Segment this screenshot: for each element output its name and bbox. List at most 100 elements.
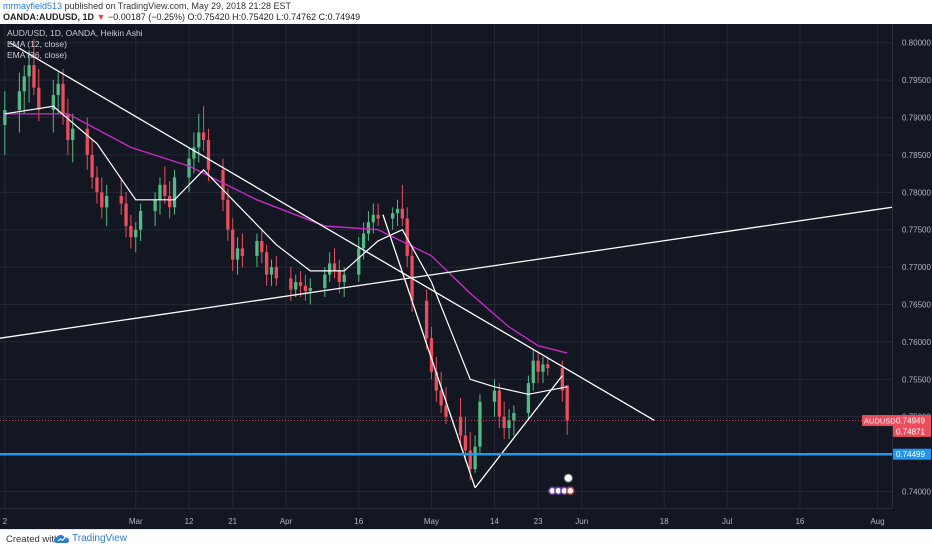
candle-bear[interactable] bbox=[124, 203, 128, 226]
candle-bear[interactable] bbox=[424, 300, 429, 339]
candle-bull[interactable] bbox=[235, 248, 240, 260]
candle-bull[interactable] bbox=[51, 95, 55, 111]
ema36-line[interactable] bbox=[4, 113, 568, 354]
candle-bull[interactable] bbox=[323, 274, 327, 289]
candle-bear[interactable] bbox=[163, 184, 167, 197]
candle-bull[interactable] bbox=[492, 390, 497, 402]
candle-bull[interactable] bbox=[478, 401, 482, 447]
trendline[interactable] bbox=[0, 206, 893, 339]
legend-ema12[interactable]: EMA (12, close) bbox=[7, 39, 67, 49]
candle-bear[interactable] bbox=[240, 248, 245, 256]
candle-bear[interactable] bbox=[546, 364, 550, 369]
candle-bull[interactable] bbox=[22, 76, 26, 92]
candle-bear[interactable] bbox=[429, 338, 434, 372]
candle-bear[interactable] bbox=[85, 128, 89, 155]
trendline[interactable] bbox=[9, 42, 655, 422]
candle-bear[interactable] bbox=[565, 385, 569, 421]
price-chart[interactable]: 0.80000 0.79500 0.79000 0.78500 0.78000 0.775… bbox=[0, 24, 932, 529]
candle-bear[interactable] bbox=[129, 225, 133, 238]
candle-bull[interactable] bbox=[357, 248, 361, 275]
candle-bull[interactable] bbox=[342, 274, 346, 283]
candle-bull[interactable] bbox=[395, 208, 400, 214]
candle-bull[interactable] bbox=[328, 263, 332, 275]
candle-bull[interactable] bbox=[371, 214, 375, 223]
x-tick-label: Aug bbox=[870, 517, 884, 526]
candle-bear[interactable] bbox=[337, 270, 341, 283]
candle-bear[interactable] bbox=[32, 65, 36, 88]
candle-bear[interactable] bbox=[298, 282, 303, 286]
tradingview-brand-link[interactable]: TradingView bbox=[72, 533, 128, 544]
candle-bull[interactable] bbox=[269, 267, 274, 275]
candle-bull[interactable] bbox=[17, 91, 22, 111]
candle-bear[interactable] bbox=[444, 405, 448, 417]
candle-bull[interactable] bbox=[197, 132, 201, 148]
candle-bull[interactable] bbox=[512, 412, 516, 421]
candle-bear[interactable] bbox=[100, 192, 104, 208]
y-tick-label: 0.80000 bbox=[902, 39, 931, 48]
candle-bull[interactable] bbox=[172, 177, 177, 208]
author-link[interactable]: mrmayfield513 bbox=[3, 1, 63, 11]
candle-bull[interactable] bbox=[3, 110, 7, 125]
candle-bull[interactable] bbox=[366, 222, 371, 234]
legend-ema36[interactable]: EMA (36, close) bbox=[7, 50, 67, 60]
candle-bear[interactable] bbox=[90, 154, 94, 178]
candle-bull[interactable] bbox=[105, 196, 109, 208]
candle-bear[interactable] bbox=[226, 199, 230, 230]
candle-bear[interactable] bbox=[260, 240, 264, 253]
x-tick-label: Apr bbox=[280, 517, 293, 526]
candle-bear[interactable] bbox=[502, 416, 506, 428]
candle-bull[interactable] bbox=[187, 158, 191, 178]
candle-bear[interactable] bbox=[463, 435, 468, 451]
candle-bear[interactable] bbox=[434, 371, 438, 391]
ema12-line[interactable] bbox=[4, 105, 568, 395]
candle-bull[interactable] bbox=[158, 184, 162, 200]
candle-bull[interactable] bbox=[134, 229, 138, 238]
candle-bull[interactable] bbox=[391, 213, 395, 219]
candle-bull[interactable] bbox=[56, 83, 60, 96]
event-marker-icon[interactable] bbox=[563, 473, 573, 483]
candle-bull[interactable] bbox=[541, 364, 545, 372]
candle-bear[interactable] bbox=[332, 263, 337, 271]
candle-bear[interactable] bbox=[264, 252, 269, 275]
earnings-marker-icon[interactable] bbox=[566, 486, 575, 496]
trendline[interactable] bbox=[382, 214, 476, 489]
candle-bear[interactable] bbox=[497, 390, 501, 417]
candle-bull[interactable] bbox=[27, 65, 31, 77]
candle-bull[interactable] bbox=[138, 211, 143, 230]
candle-bear[interactable] bbox=[206, 139, 211, 170]
candle-bear[interactable] bbox=[119, 196, 123, 204]
candle-bull[interactable] bbox=[255, 240, 259, 256]
candle-bear[interactable] bbox=[560, 368, 564, 391]
candle-bear[interactable] bbox=[274, 267, 278, 279]
candle-bear[interactable] bbox=[95, 177, 99, 193]
candle-bear[interactable] bbox=[536, 360, 540, 372]
candle-bear[interactable] bbox=[201, 132, 206, 140]
candle-bear[interactable] bbox=[61, 83, 65, 114]
y-tick-label: 0.76000 bbox=[902, 338, 931, 347]
candle-bear[interactable] bbox=[400, 208, 405, 219]
candle-bull[interactable] bbox=[361, 233, 366, 249]
candle-bull[interactable] bbox=[531, 360, 535, 384]
candle-bull[interactable] bbox=[526, 383, 531, 413]
candle-bear[interactable] bbox=[303, 285, 308, 292]
candle-bear[interactable] bbox=[376, 214, 380, 219]
candle-bull[interactable] bbox=[473, 446, 477, 470]
candle-bear[interactable] bbox=[468, 450, 472, 470]
candle-bull[interactable] bbox=[153, 199, 157, 212]
candle-bull[interactable] bbox=[308, 288, 312, 292]
candle-bear[interactable] bbox=[289, 278, 293, 290]
candle-bear[interactable] bbox=[168, 196, 172, 208]
candle-bear[interactable] bbox=[458, 416, 463, 436]
candle-bull[interactable] bbox=[192, 147, 196, 159]
chart-area[interactable]: 0.80000 0.79500 0.79000 0.78500 0.78000 0.775… bbox=[0, 24, 932, 529]
candle-bull[interactable] bbox=[294, 282, 298, 290]
candle-bull[interactable] bbox=[507, 420, 511, 428]
price-label-value: 0.74949 bbox=[896, 417, 925, 426]
candle-bear[interactable] bbox=[66, 113, 70, 140]
trendline[interactable] bbox=[474, 375, 563, 489]
candle-bear[interactable] bbox=[231, 229, 235, 260]
candle-bear[interactable] bbox=[439, 390, 443, 406]
candle-bear[interactable] bbox=[37, 87, 41, 111]
candle-bear[interactable] bbox=[221, 169, 225, 200]
candle-bull[interactable] bbox=[71, 128, 75, 140]
